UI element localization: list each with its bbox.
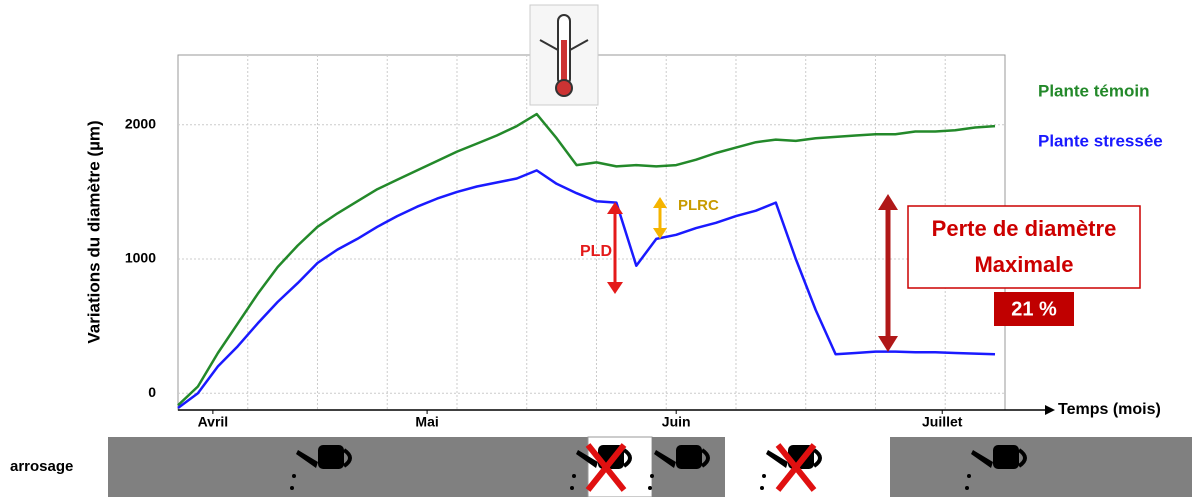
watering-can xyxy=(965,445,1027,490)
can-spout xyxy=(971,450,993,468)
water-drop xyxy=(648,486,652,490)
pld-arrow xyxy=(607,202,623,294)
watering-can xyxy=(760,443,822,492)
x-tick-label: Avril xyxy=(198,414,229,430)
watering-bands xyxy=(108,436,1192,497)
watering-can xyxy=(648,445,710,490)
can-spout xyxy=(766,450,788,468)
pld-label: PLD xyxy=(580,243,612,260)
water-drop xyxy=(570,486,574,490)
cross xyxy=(585,443,627,492)
water-drop xyxy=(292,474,296,478)
loss-title: Perte de diamètre xyxy=(932,216,1117,241)
thermometer-icon xyxy=(529,4,599,106)
watering-icons xyxy=(290,443,1027,492)
x-tick-label: Mai xyxy=(415,414,438,430)
plot-frame xyxy=(177,54,1006,411)
x-tick-label: Juin xyxy=(662,414,691,430)
can-spout xyxy=(296,450,318,468)
loss-value: 21 % xyxy=(1011,298,1057,320)
watering-label: arrosage xyxy=(10,458,73,475)
x-tick-label: Juillet xyxy=(922,414,963,430)
can-handle xyxy=(622,448,632,468)
water-drop xyxy=(290,486,294,490)
plrc-arrow xyxy=(653,197,667,239)
can-spout xyxy=(576,450,598,468)
can-body xyxy=(318,445,344,469)
water-drop xyxy=(965,486,969,490)
can-spout xyxy=(654,450,676,468)
y-tick-label: 2000 xyxy=(125,115,156,131)
loss-box xyxy=(907,205,1141,289)
legend-label: Plante témoin xyxy=(1038,81,1149,100)
can-handle xyxy=(812,448,822,468)
max-loss-arrow xyxy=(878,194,898,352)
series-line xyxy=(177,112,996,407)
x-axis-arrow xyxy=(1045,405,1055,415)
watering-can xyxy=(290,445,352,490)
lines xyxy=(177,112,996,410)
water-drop xyxy=(572,474,576,478)
y-tick-label: 0 xyxy=(148,384,156,400)
x-axis-label: Temps (mois) xyxy=(1058,401,1161,418)
water-drop xyxy=(760,486,764,490)
grid xyxy=(178,55,1005,410)
loss-value-box xyxy=(994,292,1074,326)
watering-can xyxy=(570,443,632,492)
water-drop xyxy=(762,474,766,478)
can-handle xyxy=(700,448,710,468)
can-handle xyxy=(342,448,352,468)
cross xyxy=(775,443,817,492)
water-drop xyxy=(967,474,971,478)
water-drop xyxy=(650,474,654,478)
can-body xyxy=(993,445,1019,469)
plrc-label: PLRC xyxy=(678,197,719,214)
loss-title: Maximale xyxy=(974,252,1073,277)
y-tick-label: 1000 xyxy=(125,250,156,266)
legend-label: Plante stressée xyxy=(1038,131,1163,150)
can-handle xyxy=(1017,448,1027,468)
y-axis-label: Variations du diamètre (µm) xyxy=(84,120,103,343)
series-line xyxy=(177,169,996,410)
can-body xyxy=(676,445,702,469)
